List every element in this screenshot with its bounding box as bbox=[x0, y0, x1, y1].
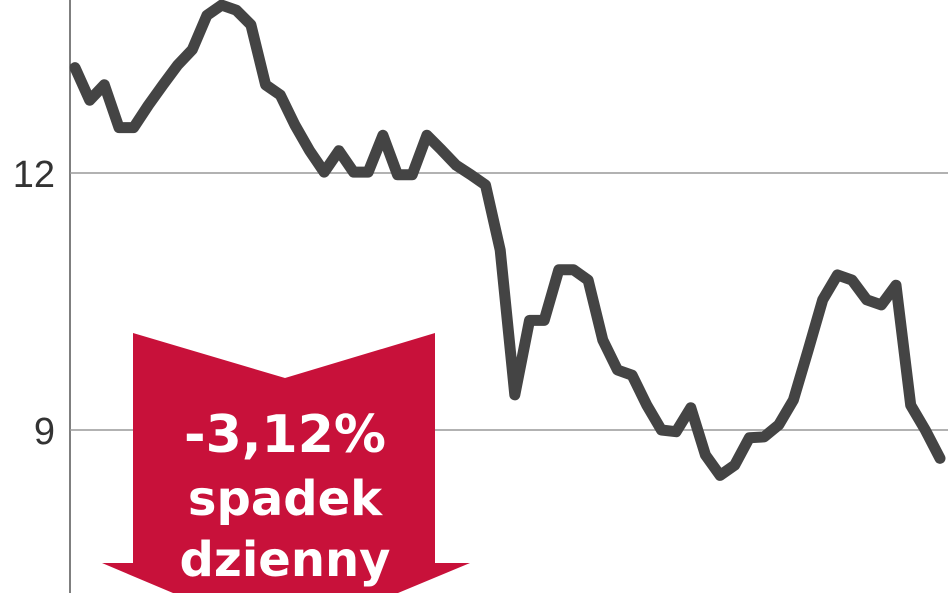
change-percent: -3,12% bbox=[184, 405, 386, 465]
daily-change-badge: -3,12% spadek dzienny bbox=[102, 333, 470, 593]
badge-line1: spadek bbox=[188, 471, 383, 527]
y-tick-label: 12 bbox=[13, 154, 55, 196]
y-tick-label: 9 bbox=[34, 411, 55, 453]
down-arrow-shape bbox=[102, 333, 470, 593]
y-tick-labels: 9 12 bbox=[13, 154, 55, 453]
series-line bbox=[69, 0, 946, 481]
badge-line2: dzienny bbox=[180, 532, 391, 588]
